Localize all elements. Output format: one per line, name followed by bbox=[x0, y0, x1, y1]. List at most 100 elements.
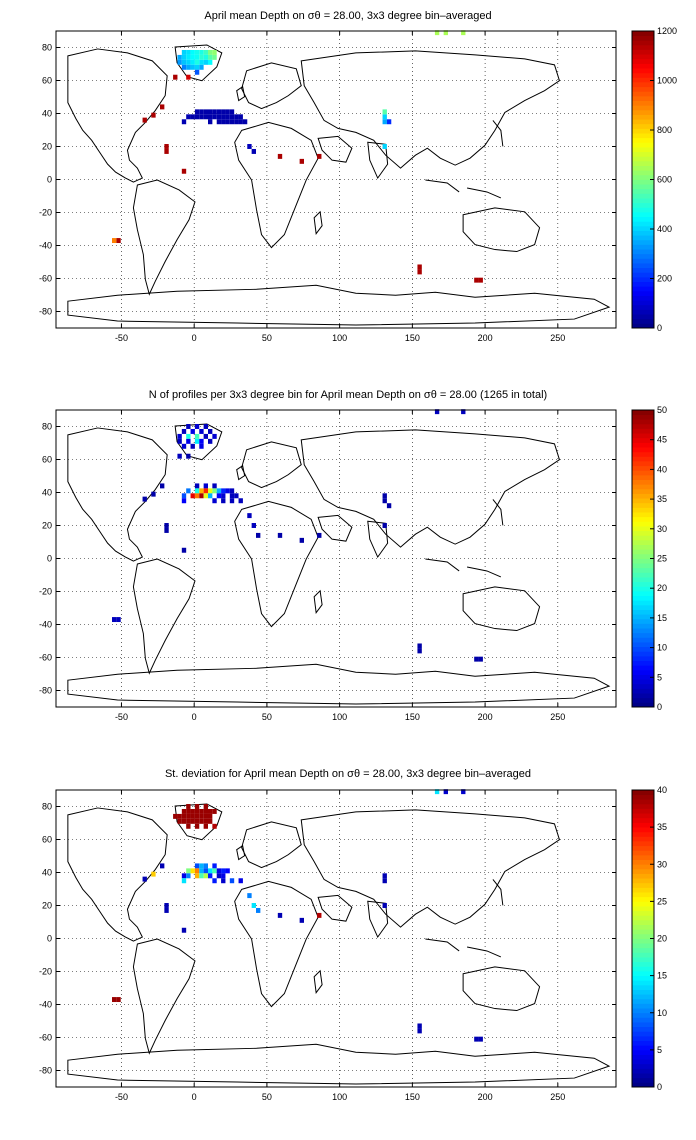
colorbar-swatch bbox=[632, 442, 654, 448]
bin-cell bbox=[194, 868, 200, 874]
colorbar-swatch bbox=[632, 966, 654, 972]
bin-cell bbox=[212, 808, 217, 814]
colorbar-swatch bbox=[632, 290, 654, 296]
colorbar-swatch bbox=[632, 1073, 654, 1079]
bin-cell bbox=[194, 438, 200, 444]
y-tick-label: -40 bbox=[39, 1000, 52, 1010]
colorbar-tick-label: 35 bbox=[657, 822, 667, 832]
bin-cell bbox=[216, 488, 222, 494]
bin-cell bbox=[186, 488, 191, 494]
bin-cell bbox=[160, 104, 165, 110]
colorbar-tick-label: 10 bbox=[657, 643, 667, 653]
colorbar-swatch bbox=[632, 488, 654, 494]
bin-cell bbox=[190, 114, 195, 120]
colorbar-tick-label: 5 bbox=[657, 672, 662, 682]
colorbar-swatch bbox=[632, 887, 654, 893]
y-axis: 80 60 40 20 0 -20 -40 -60 -80 bbox=[39, 43, 616, 317]
bin-cell bbox=[299, 537, 304, 543]
colorbar-swatch bbox=[632, 623, 654, 629]
bin-cell bbox=[299, 917, 304, 923]
bin-cell bbox=[194, 873, 200, 879]
grid bbox=[56, 790, 616, 1087]
bin-cell bbox=[194, 433, 200, 439]
colorbar-swatch bbox=[632, 1012, 654, 1018]
colorbar-swatch bbox=[632, 604, 654, 610]
colorbar-swatch bbox=[632, 794, 654, 800]
bin-cell bbox=[194, 59, 200, 65]
colorbar-swatch bbox=[632, 577, 654, 583]
bin-cell bbox=[225, 119, 230, 125]
colorbar-swatch bbox=[632, 651, 654, 657]
bin-cell bbox=[181, 813, 187, 819]
bin-cell bbox=[112, 238, 117, 244]
colorbar-swatch bbox=[632, 40, 654, 46]
bin-cell bbox=[190, 808, 195, 814]
colorbar-swatch bbox=[632, 128, 654, 134]
bin-cell bbox=[190, 59, 195, 65]
bin-cell bbox=[194, 804, 200, 809]
y-tick-label: 40 bbox=[42, 488, 52, 498]
colorbar-swatch bbox=[632, 572, 654, 578]
bin-cell bbox=[221, 868, 226, 874]
bin-cell bbox=[190, 54, 195, 60]
colorbar-tick-label: 600 bbox=[657, 175, 672, 185]
colorbar-swatch bbox=[632, 479, 654, 485]
bin-cell bbox=[181, 547, 187, 553]
y-tick-label: 80 bbox=[42, 43, 52, 53]
data-cells bbox=[112, 409, 483, 662]
bin-cell bbox=[181, 443, 187, 449]
bin-cell bbox=[181, 808, 187, 814]
bin-cell bbox=[478, 656, 483, 662]
y-tick-label: -20 bbox=[39, 967, 52, 977]
bin-cell bbox=[461, 789, 466, 795]
bin-cell bbox=[199, 443, 204, 449]
bin-cell bbox=[199, 818, 204, 824]
bin-cell bbox=[229, 488, 235, 494]
y-axis: 80 60 40 20 0 -20 -40 -60 -80 bbox=[39, 422, 616, 696]
colorbar-tick-label: 1200 bbox=[657, 26, 677, 36]
colorbar-swatch bbox=[632, 295, 654, 301]
bin-cell bbox=[238, 114, 243, 120]
bin-cell bbox=[216, 493, 222, 499]
colorbar-swatch bbox=[632, 253, 654, 259]
x-axis: -50 0 50 100 150 200 250 bbox=[115, 31, 565, 343]
y-tick-label: 40 bbox=[42, 868, 52, 878]
bin-cell bbox=[164, 527, 169, 533]
bin-cell bbox=[221, 498, 226, 504]
bin-cell bbox=[164, 523, 169, 528]
bin-cell bbox=[225, 109, 230, 115]
colorbar-swatch bbox=[632, 216, 654, 222]
colorbar-swatch bbox=[632, 49, 654, 55]
bin-cell bbox=[225, 868, 230, 874]
colorbar-swatch bbox=[632, 198, 654, 204]
colorbar-swatch bbox=[632, 693, 654, 699]
bin-cell bbox=[194, 109, 200, 115]
colorbar-tick-label: 25 bbox=[657, 554, 667, 564]
bin-cell bbox=[186, 433, 191, 439]
bin-cell bbox=[203, 59, 208, 65]
colorbar-swatch bbox=[632, 790, 654, 796]
colorbar-swatch bbox=[632, 160, 654, 166]
colorbar-swatch bbox=[632, 628, 654, 634]
colorbar-swatch bbox=[632, 1077, 654, 1083]
colorbar-swatch bbox=[632, 915, 654, 921]
bin-cell bbox=[277, 153, 283, 159]
colorbar-swatch bbox=[632, 683, 654, 689]
colorbar-swatch bbox=[632, 929, 654, 935]
colorbar-swatch bbox=[632, 637, 654, 643]
colorbar-swatch bbox=[632, 642, 654, 648]
colorbar-swatch bbox=[632, 831, 654, 837]
bin-cell bbox=[186, 59, 191, 65]
colorbar-swatch bbox=[632, 595, 654, 601]
colorbar-swatch bbox=[632, 184, 654, 190]
colorbar-tick-label: 200 bbox=[657, 274, 672, 284]
colorbar-swatch bbox=[632, 980, 654, 986]
colorbar-swatch bbox=[632, 674, 654, 680]
colorbar-swatch bbox=[632, 211, 654, 218]
colorbar-swatch bbox=[632, 530, 654, 536]
colorbar-swatch bbox=[632, 952, 654, 958]
x-tick-label: -50 bbox=[115, 712, 128, 722]
bin-cell bbox=[160, 863, 165, 869]
bin-cell bbox=[208, 873, 213, 879]
bin-cell bbox=[203, 488, 208, 494]
